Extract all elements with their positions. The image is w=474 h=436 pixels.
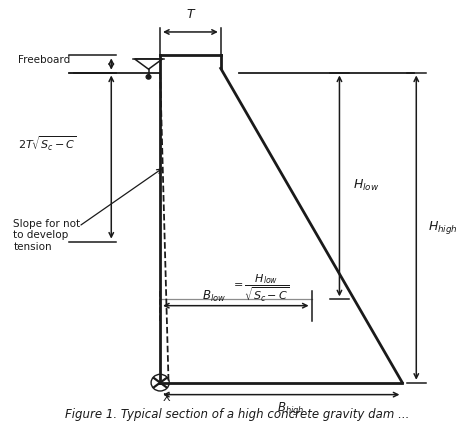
Text: Freeboard: Freeboard bbox=[18, 55, 70, 65]
Text: T: T bbox=[187, 8, 194, 21]
Text: $=\dfrac{H_{low}}{\sqrt{S_c-C}}$: $=\dfrac{H_{low}}{\sqrt{S_c-C}}$ bbox=[231, 272, 290, 303]
Text: X: X bbox=[163, 393, 170, 403]
Text: $H_{high}$: $H_{high}$ bbox=[428, 219, 458, 236]
Circle shape bbox=[146, 75, 151, 79]
Text: Slope for not
to develop
tension: Slope for not to develop tension bbox=[13, 218, 81, 252]
Text: $B_{high}$: $B_{high}$ bbox=[277, 400, 304, 417]
Text: $2T\sqrt{S_c-C}$: $2T\sqrt{S_c-C}$ bbox=[18, 135, 77, 153]
Text: $B_{low}$: $B_{low}$ bbox=[202, 289, 227, 303]
Text: Figure 1. Typical section of a high concrete gravity dam ...: Figure 1. Typical section of a high conc… bbox=[65, 408, 409, 421]
Text: $H_{low}$: $H_{low}$ bbox=[354, 178, 380, 194]
